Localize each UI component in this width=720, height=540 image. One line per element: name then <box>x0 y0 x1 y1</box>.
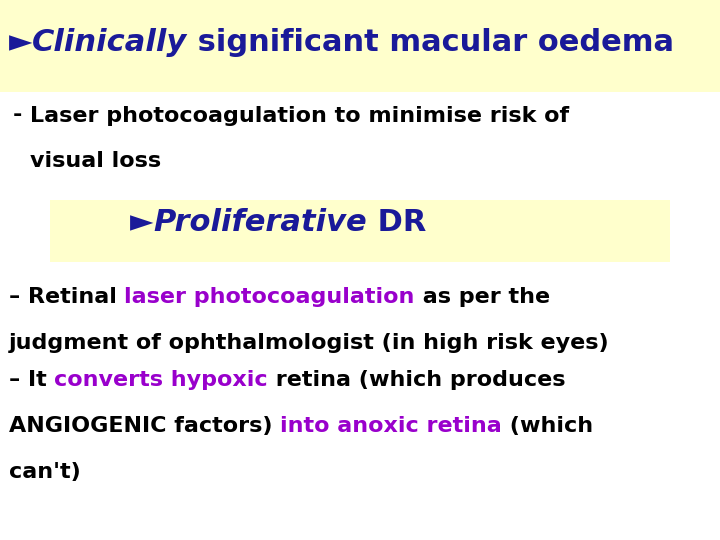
FancyBboxPatch shape <box>50 200 670 262</box>
Text: into anoxic retina: into anoxic retina <box>280 416 502 436</box>
Text: retina (which produces: retina (which produces <box>268 370 565 390</box>
Text: can't): can't) <box>9 462 81 482</box>
Text: Proliferative: Proliferative <box>153 208 366 237</box>
Text: significant macular oedema: significant macular oedema <box>187 28 675 57</box>
Text: judgment of ophthalmologist (in high risk eyes): judgment of ophthalmologist (in high ris… <box>9 333 609 353</box>
Text: converts hypoxic: converts hypoxic <box>54 370 268 390</box>
Text: ANGIOGENIC factors): ANGIOGENIC factors) <box>9 416 280 436</box>
Text: as per the: as per the <box>415 287 550 307</box>
Text: (which: (which <box>502 416 593 436</box>
Text: -: - <box>13 105 22 125</box>
FancyBboxPatch shape <box>0 0 720 92</box>
Text: – It: – It <box>9 370 54 390</box>
Text: ►: ► <box>130 208 153 237</box>
Text: DR: DR <box>366 208 426 237</box>
Text: – Retinal: – Retinal <box>9 287 125 307</box>
Text: Clinically: Clinically <box>32 28 187 57</box>
Text: visual loss: visual loss <box>30 151 161 171</box>
Text: Laser photocoagulation to minimise risk of: Laser photocoagulation to minimise risk … <box>30 105 570 125</box>
Text: ►: ► <box>9 28 32 57</box>
Text: laser photocoagulation: laser photocoagulation <box>125 287 415 307</box>
